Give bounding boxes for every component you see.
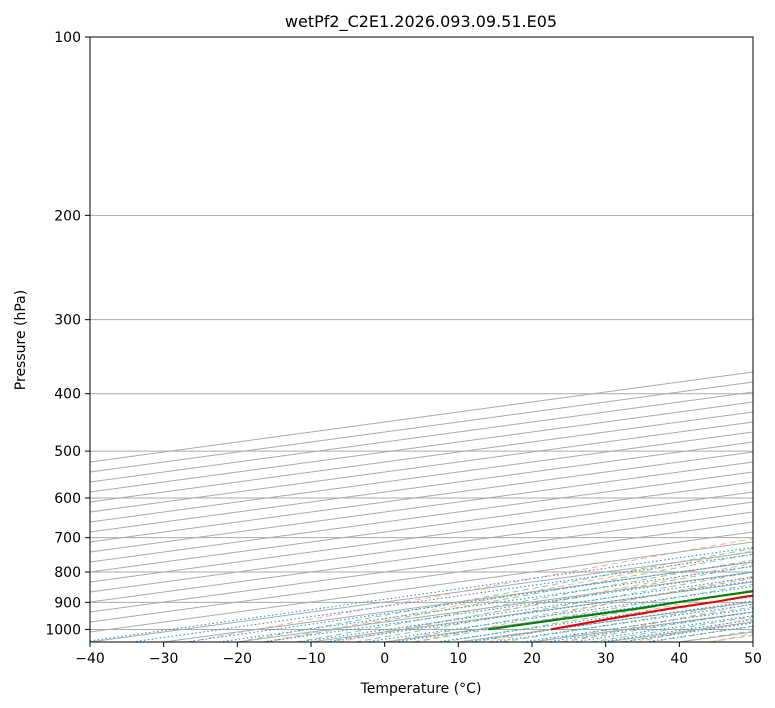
dry-adiabat-line xyxy=(188,538,753,642)
y-tick-label: 100 xyxy=(54,30,81,46)
y-tick-label: 600 xyxy=(54,491,81,507)
moist-adiabat-line xyxy=(414,583,753,642)
mixing-ratio-line xyxy=(436,595,753,642)
isotherm-line xyxy=(90,491,753,583)
background-lines xyxy=(90,37,753,642)
isotherm-line xyxy=(90,511,753,603)
x-tick-label: −10 xyxy=(296,651,326,667)
y-tick-label: 400 xyxy=(54,387,81,403)
isotherm-line xyxy=(90,531,753,623)
dry-adiabat-line xyxy=(338,562,753,642)
x-tick-label: 10 xyxy=(449,651,467,667)
x-tick-label: −30 xyxy=(149,651,179,667)
y-tick-label: 1000 xyxy=(45,622,81,638)
mixing-ratio-line xyxy=(546,611,753,642)
isotherm-line xyxy=(90,461,753,553)
x-tick-label: 30 xyxy=(597,651,615,667)
chart-title: wetPf2_C2E1.2026.093.09.51.E05 xyxy=(285,12,557,32)
x-tick-label: −20 xyxy=(223,651,253,667)
axis-ticks: −40 −30 −20 −10 0 10 20 30 40 50 100 200 300 400 500 60… xyxy=(45,30,762,667)
mixing-ratio-line xyxy=(90,546,753,642)
y-axis-label: Pressure (hPa) xyxy=(13,290,29,390)
y-tick-label: 800 xyxy=(54,565,81,581)
mixing-ratio-line xyxy=(492,603,753,642)
y-tick-label: 300 xyxy=(54,313,81,329)
isotherm-line xyxy=(90,451,753,543)
y-tick-label: 500 xyxy=(54,444,81,460)
x-tick-label: −40 xyxy=(75,651,105,667)
isotherm-line xyxy=(90,481,753,573)
mixing-ratio-line xyxy=(522,608,753,642)
dry-adiabat-line xyxy=(412,575,753,642)
plot-frame xyxy=(89,36,754,643)
isotherm-line xyxy=(90,501,753,593)
y-tick-label: 700 xyxy=(54,531,81,547)
x-tick-label: 50 xyxy=(744,651,762,667)
y-tick-label: 900 xyxy=(54,595,81,611)
moist-adiabat-line xyxy=(355,571,753,642)
x-tick-label: 40 xyxy=(670,651,688,667)
mixing-ratio-line xyxy=(131,553,753,642)
mixing-ratio-line xyxy=(467,600,753,642)
moist-adiabat-line xyxy=(237,548,753,642)
isotherm-line xyxy=(90,471,753,563)
x-tick-label: 0 xyxy=(380,651,389,667)
mixing-ratio-line xyxy=(185,561,753,642)
x-axis-label: Temperature (°C) xyxy=(360,681,482,697)
y-tick-label: 200 xyxy=(54,208,81,224)
isotherm-line xyxy=(90,521,753,613)
x-tick-label: 20 xyxy=(523,651,541,667)
moist-adiabat-line xyxy=(325,565,753,642)
